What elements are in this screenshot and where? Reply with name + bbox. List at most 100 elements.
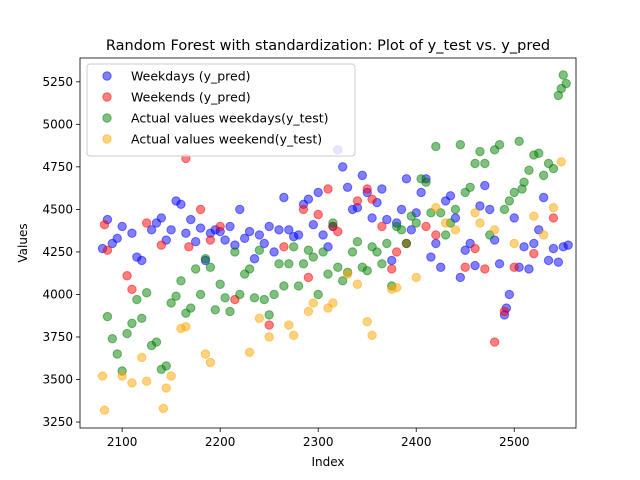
data-point xyxy=(561,78,571,89)
data-point xyxy=(293,230,304,240)
data-point xyxy=(347,247,358,257)
data-point xyxy=(112,349,122,359)
legend-label: Actual values weekdays(y_test) xyxy=(131,111,329,126)
data-point xyxy=(377,259,387,269)
data-point xyxy=(161,361,171,371)
data-point xyxy=(298,204,309,215)
data-point xyxy=(460,245,470,255)
data-point xyxy=(436,262,446,272)
legend: Weekdays (y_pred) Weekends (y_pred) Actual… xyxy=(86,63,356,157)
data-point xyxy=(318,247,328,257)
data-point xyxy=(475,218,485,228)
data-point xyxy=(519,177,529,187)
data-point xyxy=(254,245,265,255)
data-point xyxy=(122,328,132,339)
data-point xyxy=(190,264,201,274)
data-point xyxy=(308,220,318,230)
data-point xyxy=(372,247,382,257)
data-point xyxy=(538,170,549,181)
data-point xyxy=(244,347,255,357)
data-point xyxy=(112,233,122,244)
data-point xyxy=(195,289,206,300)
x-tick-label: 2100 xyxy=(107,435,138,449)
data-point xyxy=(127,378,137,388)
data-point xyxy=(205,357,216,368)
data-point xyxy=(288,330,299,340)
data-point xyxy=(357,170,368,181)
data-point xyxy=(514,136,524,147)
y-tick-label: 4750 xyxy=(42,160,73,174)
data-point xyxy=(176,276,186,286)
data-point xyxy=(352,237,363,247)
data-point xyxy=(421,177,431,187)
data-point xyxy=(470,260,480,271)
data-point xyxy=(127,284,137,295)
data-point xyxy=(440,218,451,228)
data-point xyxy=(548,163,559,174)
data-point xyxy=(141,288,152,298)
data-point xyxy=(225,221,235,232)
data-point xyxy=(455,140,466,150)
y-tick-label: 3500 xyxy=(42,373,73,387)
data-point xyxy=(239,233,250,244)
data-point xyxy=(377,184,387,194)
data-point xyxy=(524,165,534,175)
x-tick-label: 2300 xyxy=(303,435,334,449)
data-point xyxy=(244,264,255,274)
y-tick-label: 3750 xyxy=(42,330,73,344)
data-point xyxy=(97,371,108,381)
data-point xyxy=(99,220,110,230)
legend-marker xyxy=(102,71,112,81)
data-point xyxy=(102,311,113,322)
data-point xyxy=(230,247,240,257)
data-point xyxy=(264,320,274,330)
data-point xyxy=(426,252,436,262)
data-point xyxy=(352,279,363,289)
data-point xyxy=(264,221,274,232)
data-point xyxy=(485,204,495,215)
data-point xyxy=(235,289,245,300)
data-point xyxy=(318,230,328,240)
data-point xyxy=(431,203,441,213)
data-point xyxy=(107,333,118,344)
data-point xyxy=(308,252,318,262)
series-3 xyxy=(97,157,566,415)
data-point xyxy=(158,403,169,414)
data-point xyxy=(225,306,235,317)
data-point xyxy=(509,262,519,272)
data-point xyxy=(377,221,387,232)
data-point xyxy=(450,225,461,235)
data-point xyxy=(161,383,171,393)
plot-frame xyxy=(79,57,577,429)
data-point xyxy=(200,254,211,264)
x-tick-label: 2200 xyxy=(205,435,236,449)
data-point xyxy=(274,225,284,235)
data-point xyxy=(529,238,539,249)
data-point xyxy=(494,259,505,269)
data-point xyxy=(127,318,137,329)
data-point xyxy=(127,228,137,238)
data-point xyxy=(387,264,397,274)
data-point xyxy=(504,289,515,300)
data-point xyxy=(499,306,510,317)
data-point xyxy=(352,196,363,206)
data-point xyxy=(538,230,549,240)
data-point xyxy=(186,214,196,225)
data-point xyxy=(480,264,490,274)
data-point xyxy=(184,242,194,252)
data-point xyxy=(205,262,216,272)
legend-marker xyxy=(102,134,112,144)
data-point xyxy=(279,192,289,203)
data-point xyxy=(274,259,284,269)
data-point xyxy=(298,259,309,269)
data-point xyxy=(509,238,519,249)
data-point xyxy=(117,221,127,232)
data-point xyxy=(524,264,534,274)
data-point xyxy=(480,180,490,191)
data-point xyxy=(556,157,566,167)
data-point xyxy=(99,405,110,415)
data-point xyxy=(548,213,559,223)
data-point xyxy=(235,204,245,215)
data-point xyxy=(480,158,490,169)
data-point xyxy=(132,294,142,305)
